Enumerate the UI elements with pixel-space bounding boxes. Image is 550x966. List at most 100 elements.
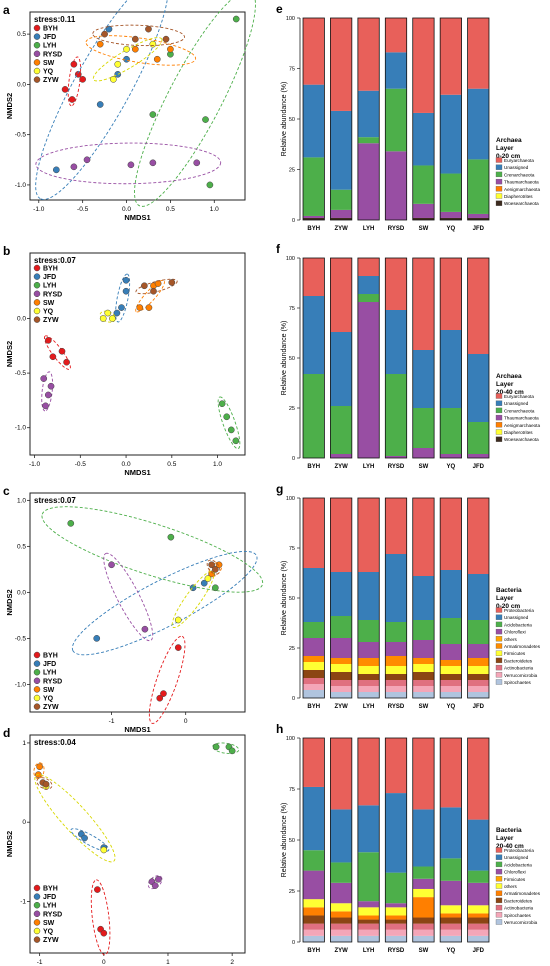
legend-swatch-jfd xyxy=(34,661,40,667)
legend-swatch-others xyxy=(496,636,502,641)
bar-segment-crenarchaeota xyxy=(358,137,379,143)
x-tick-label: -1 xyxy=(37,959,43,966)
legend-title: Layer xyxy=(496,145,514,152)
bar-segment-spirochaetes xyxy=(440,692,461,698)
x-axis-title: NMDS1 xyxy=(124,468,150,477)
bar-segment-proteobacteria xyxy=(413,498,434,576)
x-tick-label: BYH xyxy=(307,464,320,470)
bar-segment-proteobacteria xyxy=(440,738,461,807)
legend-swatch-proteobacteria xyxy=(496,848,502,853)
legend-label: Bacteroidetes xyxy=(504,898,533,903)
bar-segment-proteobacteria xyxy=(413,738,434,809)
bar-segment-euryarchaeota xyxy=(440,258,461,330)
bar-segment-bacteroidetes xyxy=(440,674,461,680)
bar-segment-armatimonadetes xyxy=(413,897,434,917)
bar-segment-spirochaetes xyxy=(358,692,379,698)
legend-label: ZYW xyxy=(43,77,59,84)
bar-segment-verrucomicrobia xyxy=(330,686,351,692)
x-tick-label: SW xyxy=(419,948,429,954)
bar-segment-crenarchaeota xyxy=(303,374,324,458)
panel-letter: b xyxy=(3,244,10,258)
bar-segment-acidobacteria xyxy=(385,873,406,904)
point-lyh xyxy=(68,520,74,526)
bar-segment-armatimonadetes xyxy=(303,907,324,915)
point-rysd xyxy=(45,392,51,398)
bar-segment-armatimonadetes xyxy=(358,915,379,919)
bar-segment-chloroflexi xyxy=(358,642,379,658)
point-yq xyxy=(175,617,181,623)
bar-segment-armatimonadetes xyxy=(413,658,434,664)
y-tick-label: 0 xyxy=(292,456,295,462)
bar-segment-proteobacteria xyxy=(385,498,406,554)
y-axis-title: NMDS2 xyxy=(5,831,14,857)
plot-frame xyxy=(30,735,245,953)
x-tick-label: BYH xyxy=(307,704,320,710)
bar-segment-armatimonadetes xyxy=(330,911,351,917)
legend-label: BYH xyxy=(43,266,58,273)
x-tick-label: BYH xyxy=(307,226,320,232)
bar-segment-crenarchaeota xyxy=(468,422,489,454)
bar-segment-euryarchaeota xyxy=(468,18,489,89)
bar-segment-firmicutes xyxy=(413,664,434,672)
legend-swatch-spirochaetes xyxy=(496,912,502,917)
bar-segment-proteobacteria xyxy=(303,498,324,568)
legend-swatch-sw xyxy=(34,299,40,305)
bar-panel-e: e0255075100Relative abundance (%)BYH ZYW L… xyxy=(276,2,540,232)
point-rysd xyxy=(48,383,54,389)
point-jfd xyxy=(114,310,120,316)
legend-swatch-diapherotrites xyxy=(496,194,502,199)
legend-swatch-lyh xyxy=(34,42,40,48)
bar-segment-others xyxy=(358,907,379,915)
legend-swatch-others xyxy=(496,884,502,889)
y-tick-label: 0.0 xyxy=(17,589,26,596)
legend-swatch-lyh xyxy=(34,902,40,908)
x-tick-label: SW xyxy=(419,226,429,232)
bar-segment-actinobacteria xyxy=(413,924,434,930)
legend-label: YQ xyxy=(43,69,54,76)
legend-label: Crenarchaeota xyxy=(504,172,535,177)
bar-segment-thaumarchaeota xyxy=(330,454,351,458)
bar-segment-chloroflexi xyxy=(385,642,406,656)
bar-segment-bacteroidetes xyxy=(385,920,406,924)
bar-segment-bacteroidetes xyxy=(358,674,379,680)
bar-segment-thaumarchaeota xyxy=(440,454,461,458)
legend-swatch-woesearchaeota xyxy=(496,201,502,206)
bar-segment-euryarchaeota xyxy=(385,18,406,52)
bar-segment-acidobacteria xyxy=(413,867,434,879)
legend-label: Verrucomicrobia xyxy=(504,673,538,678)
bar-segment-chloroflexi xyxy=(468,644,489,658)
panel-letter: h xyxy=(276,722,283,736)
bar-segment-euryarchaeota xyxy=(413,258,434,350)
legend-label: Armatimonadetes xyxy=(504,891,541,896)
x-axis-title: NMDS1 xyxy=(124,725,150,734)
y-axis-title: Relative abundance (%) xyxy=(281,803,288,878)
bar-segment-bacteroidetes xyxy=(413,918,434,924)
bar-segment-verrucomicrobia xyxy=(468,686,489,692)
bar-segment-bacteroidetes xyxy=(468,674,489,680)
y-tick-label: 0 xyxy=(292,940,295,946)
point-sw xyxy=(146,304,152,310)
legend-swatch-verrucomicrobia xyxy=(496,920,502,925)
bar-segment-thaumarchaeota xyxy=(330,210,351,218)
legend-swatch-chloroflexi xyxy=(496,869,502,874)
bar-segment-thaumarchaeota xyxy=(358,302,379,458)
y-tick-label: -1.0 xyxy=(15,681,27,688)
point-byh xyxy=(50,354,56,360)
legend-label: Crenarchaeota xyxy=(504,408,535,413)
bar-segment-firmicutes xyxy=(385,666,406,674)
legend-swatch-actinobacteria xyxy=(496,665,502,670)
bar-segment-actinobacteria xyxy=(385,924,406,930)
bar-segment-acidobacteria xyxy=(330,862,351,882)
bar-segment-bacteroidetes xyxy=(413,672,434,680)
bar-segment-spirochaetes xyxy=(303,930,324,936)
y-tick-label: 75 xyxy=(289,546,295,552)
bar-segment-unassigned xyxy=(468,820,489,871)
bar-segment-others xyxy=(440,905,461,913)
x-tick-label: RYSD xyxy=(388,226,405,232)
x-axis-title: NMDS1 xyxy=(124,213,150,222)
nmds-panel-b: b stress:0.07 -1.0 -0.5 0.0 0.5 1.0 0.0 -0.5 -1.0… xyxy=(3,244,245,477)
legend-swatch-acidobacteria xyxy=(496,862,502,867)
legend-label: ZYW xyxy=(43,704,59,711)
bar-segment-unassigned xyxy=(330,111,351,190)
bar-segment-euryarchaeota xyxy=(385,258,406,310)
